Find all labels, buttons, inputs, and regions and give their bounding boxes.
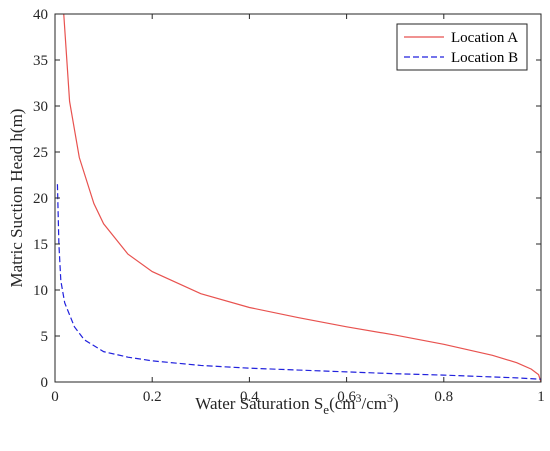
y-axis-label: Matric Suction Head h(m) — [7, 109, 26, 288]
y-tick-label: 30 — [33, 99, 48, 115]
x-tick-label: 0.4 — [240, 389, 259, 405]
y-tick-label: 15 — [33, 237, 48, 253]
x-tick-label: 0.6 — [337, 389, 356, 405]
x-axis-label-sup2: 3 — [387, 391, 393, 405]
plot-area — [55, 14, 541, 382]
series-line-location-a — [63, 13, 542, 383]
x-axis-label: Water Saturation Se(cm3/cm3) — [195, 391, 398, 417]
x-axis-label-close: ) — [393, 394, 399, 413]
series-line-location-b — [56, 184, 542, 380]
y-tick-label: 35 — [33, 53, 48, 69]
x-tick-label: 1 — [537, 389, 545, 405]
x-tick-label: 0.8 — [434, 389, 453, 405]
legend-box — [396, 23, 528, 71]
x-axis-label-sup1: 3 — [356, 391, 362, 405]
x-axis-label-mid: /cm — [362, 394, 388, 413]
y-tick-label: 25 — [33, 145, 48, 161]
series-layer — [56, 13, 542, 383]
y-tick-label: 0 — [41, 375, 49, 391]
legend-label-location-b: Location B — [451, 50, 518, 66]
x-axis-label-main: Water Saturation S — [195, 394, 323, 413]
y-tick-label: 10 — [33, 283, 48, 299]
y-tick-label: 40 — [33, 7, 48, 23]
legend: Location A Location B — [396, 23, 528, 71]
x-axis-label-open: (cm — [329, 394, 355, 413]
y-tick-label: 5 — [41, 329, 49, 345]
legend-label-location-a: Location A — [451, 30, 518, 46]
x-tick-label: 0.2 — [143, 389, 162, 405]
y-tick-label: 20 — [33, 191, 48, 207]
x-tick-label: 0 — [51, 389, 59, 405]
x-axis-label-subscript: e — [323, 402, 329, 417]
plot-background — [55, 14, 541, 382]
